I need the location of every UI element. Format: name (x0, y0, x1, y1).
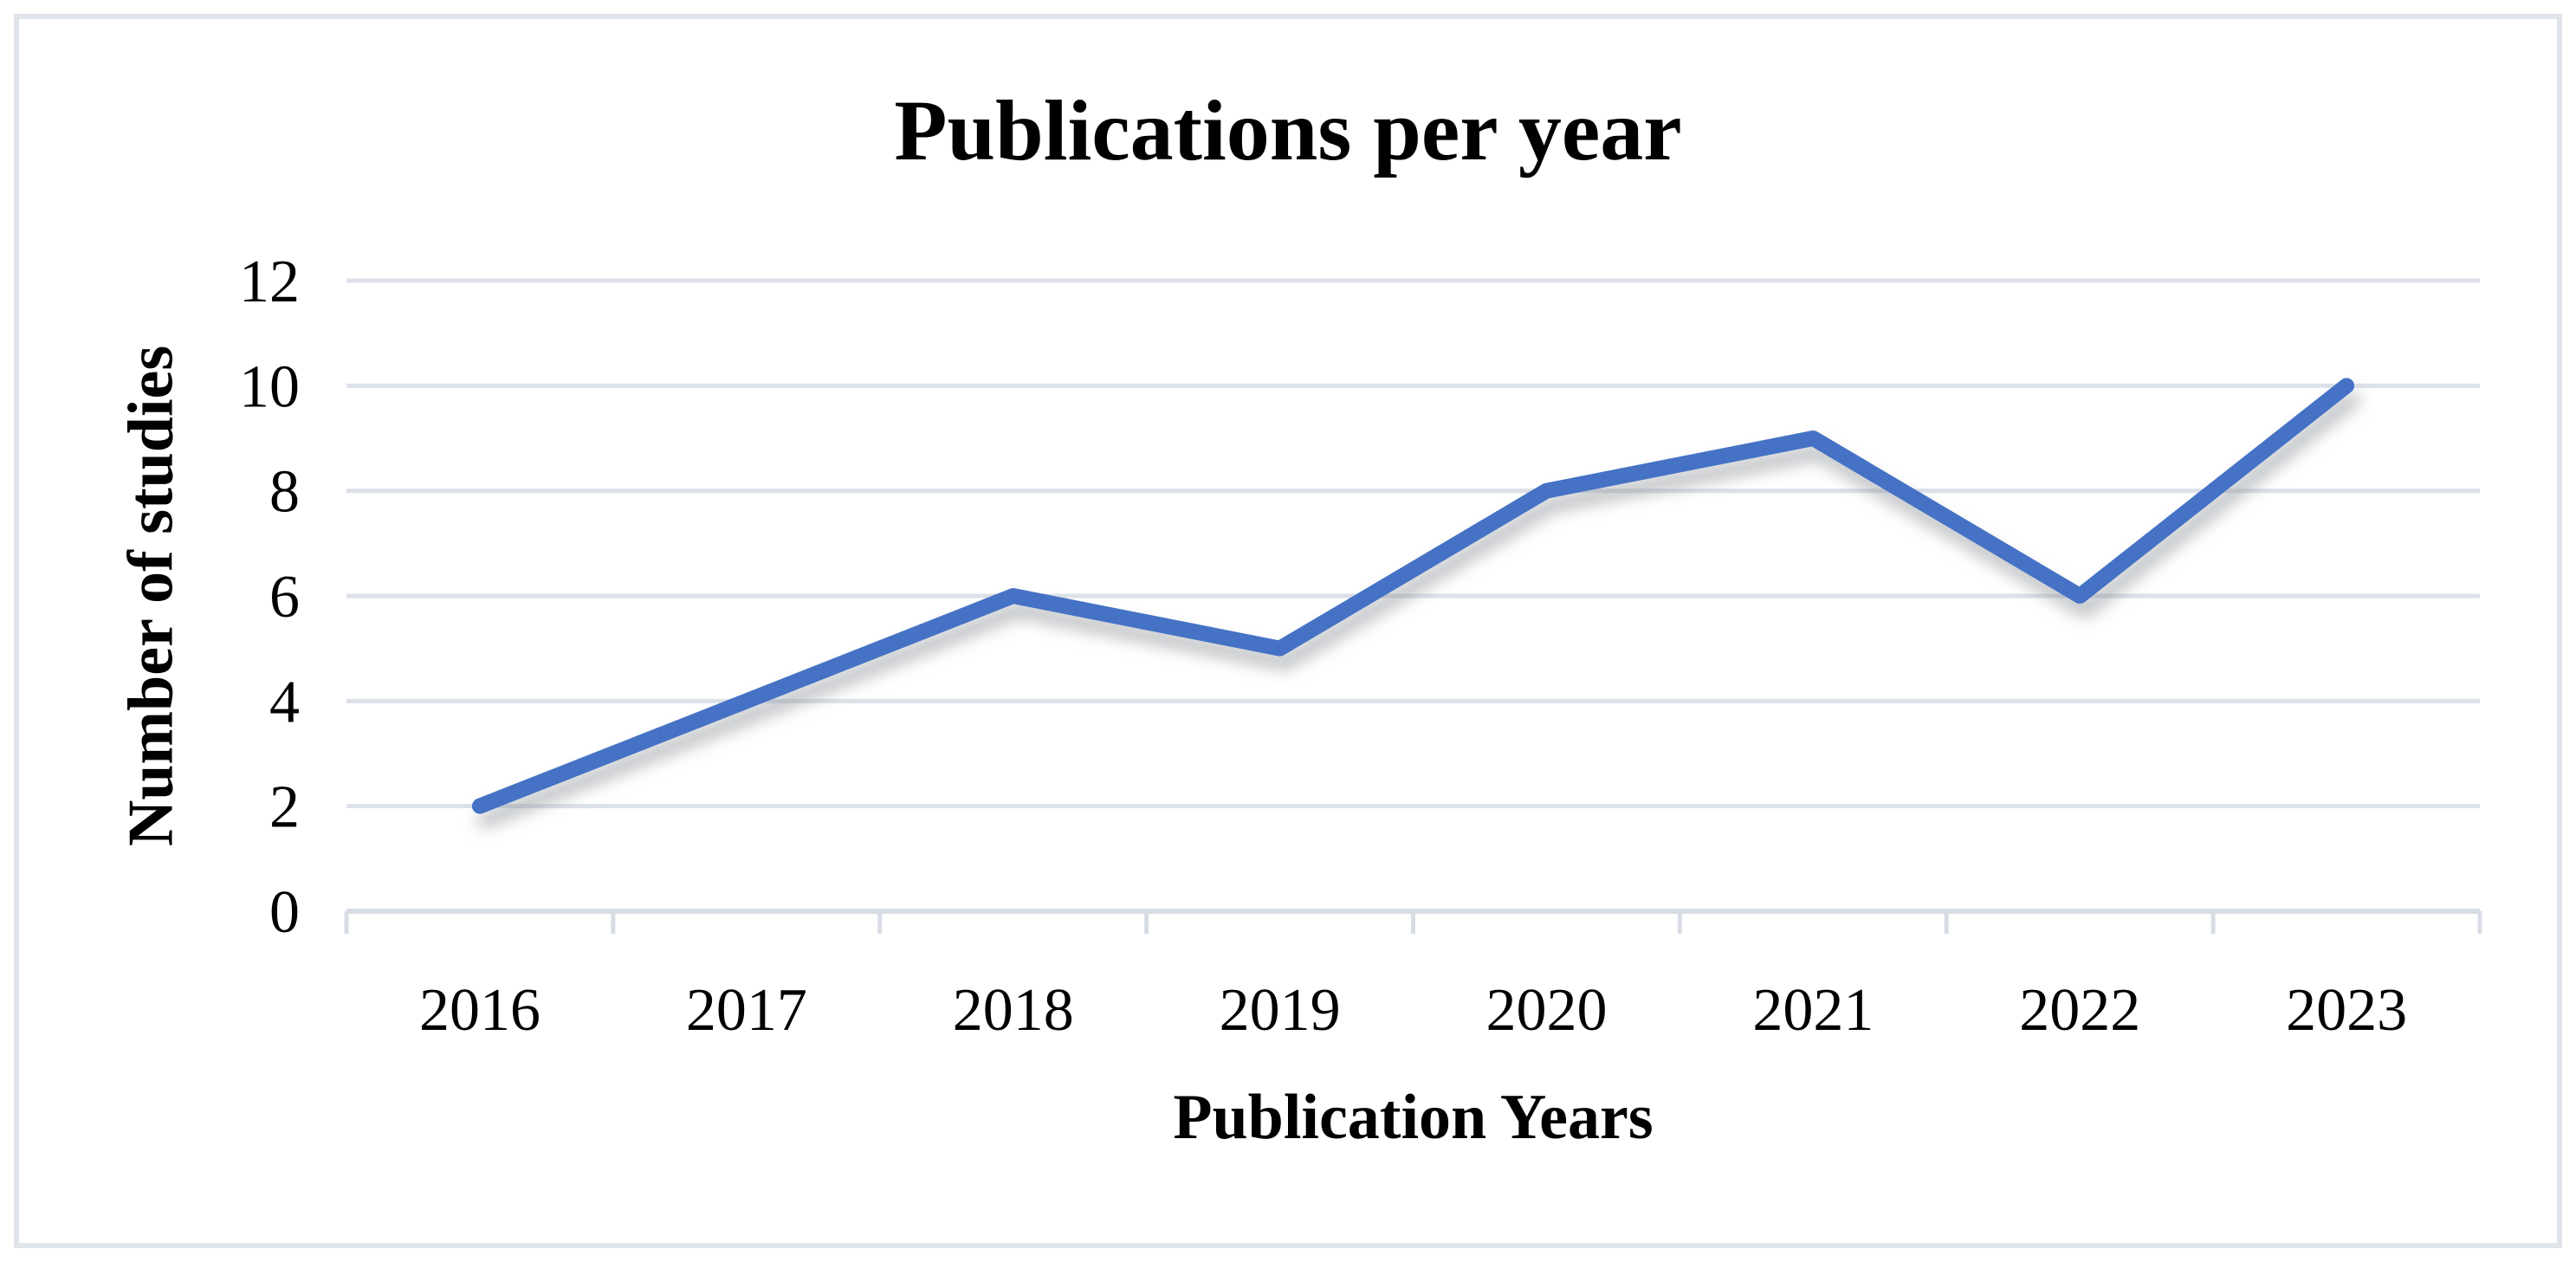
data-series-group (471, 378, 2355, 814)
y-tick-label: 8 (269, 459, 300, 526)
y-tick-label: 0 (269, 879, 300, 946)
x-tick-label: 2021 (1752, 977, 1874, 1044)
y-tick-label: 4 (269, 669, 300, 735)
y-tick-label: 12 (239, 249, 300, 315)
x-axis-title: Publication Years (1173, 1082, 1654, 1153)
tick-labels-group: 0 2 4 6 8 10 12 2016 2017 2018 2019 2020 2021 2022 202… (239, 249, 2407, 1044)
gridlines-group (346, 278, 2480, 809)
x-tick-label: 2022 (2019, 977, 2140, 1044)
y-tick-label: 6 (269, 564, 300, 631)
x-tick-label: 2020 (1485, 977, 1607, 1044)
x-tick-label: 2018 (953, 977, 1074, 1044)
y-tick-label: 2 (269, 774, 300, 841)
x-tick-label: 2016 (419, 977, 540, 1044)
axes-group (344, 909, 2482, 934)
x-tick-label: 2019 (1220, 977, 1341, 1044)
x-tick-label: 2023 (2286, 977, 2407, 1044)
chart-title: Publications per year (894, 82, 1682, 178)
publications-line (471, 378, 2355, 814)
y-tick-label: 10 (239, 353, 300, 420)
x-tick-label: 2017 (686, 977, 807, 1044)
